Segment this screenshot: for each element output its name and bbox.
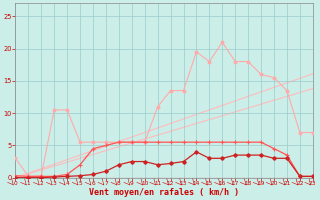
X-axis label: Vent moyen/en rafales ( km/h ): Vent moyen/en rafales ( km/h ): [89, 188, 239, 197]
